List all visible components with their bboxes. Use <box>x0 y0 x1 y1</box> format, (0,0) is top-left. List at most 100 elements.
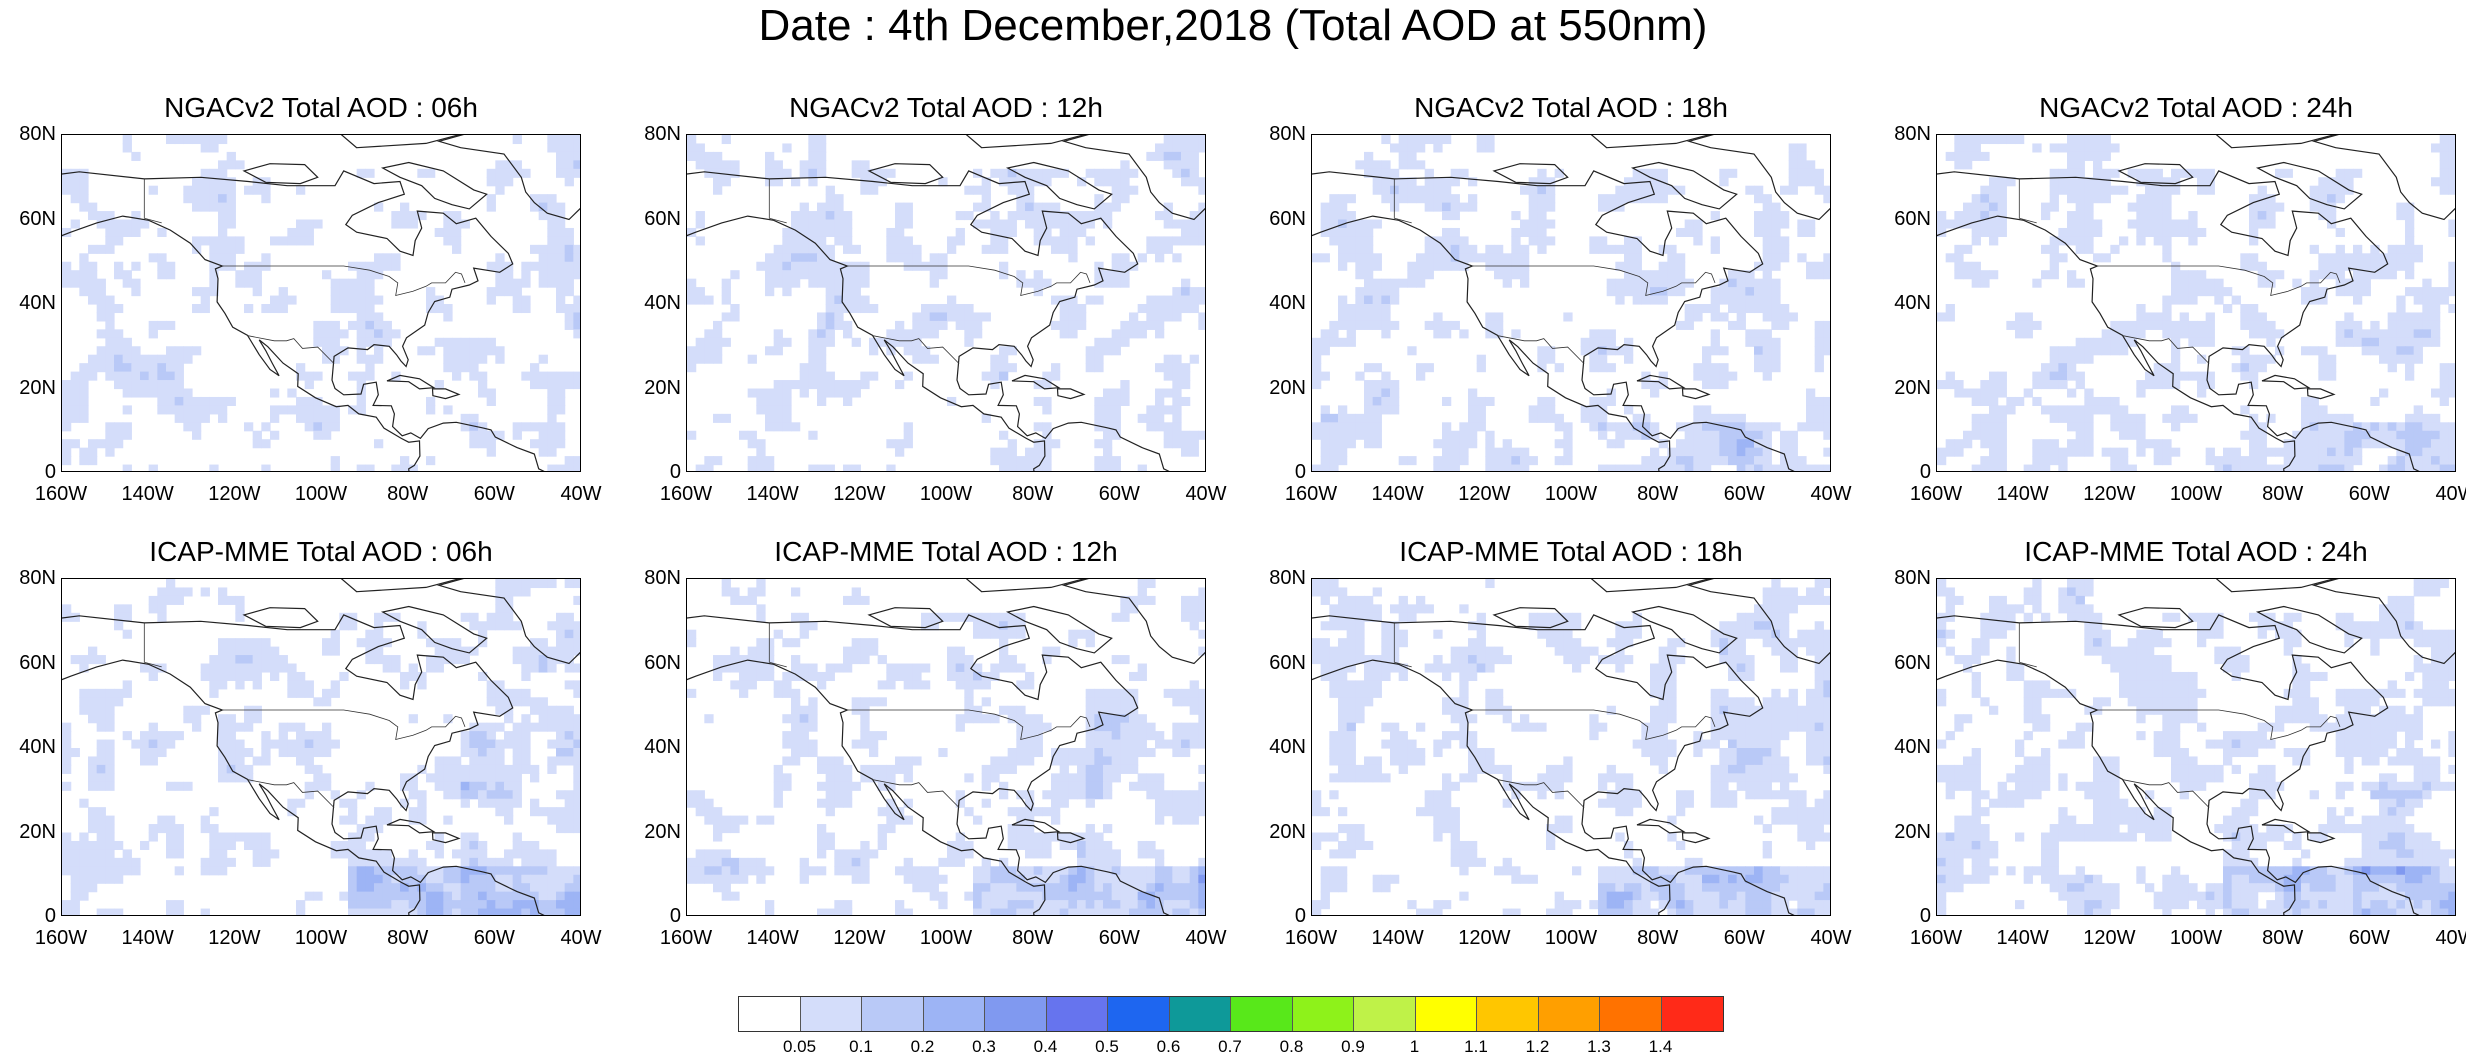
coastline <box>1056 388 1086 400</box>
lon-tick-label: 100W <box>2169 483 2223 505</box>
lon-tick-label: 40W <box>1185 927 1227 949</box>
coastline <box>1686 135 1830 221</box>
border-line <box>2018 622 2037 668</box>
lat-tick-label: 40N <box>1894 292 1931 314</box>
lat-tick-label: 20N <box>1894 820 1931 843</box>
colorbar-label: 0.05 <box>782 1037 817 1056</box>
coastline <box>1005 161 1113 210</box>
coastline <box>1590 135 1711 149</box>
coastline <box>1630 161 1738 210</box>
border-line <box>2122 335 2210 364</box>
coastline <box>431 832 461 844</box>
colorbar-swatch <box>862 997 924 1031</box>
aod-field <box>62 579 580 915</box>
border-line <box>872 335 960 364</box>
lat-tick-label: 40N <box>19 736 56 758</box>
lat-tick-label: 60N <box>644 207 681 230</box>
lat-tick-label: 20N <box>19 820 56 843</box>
coastline <box>380 161 488 210</box>
aod-field <box>1312 135 1830 471</box>
coastline <box>1011 818 1061 834</box>
coastline <box>867 607 944 629</box>
coastline <box>1061 579 1205 665</box>
lon-tick-label: 40W <box>560 483 602 505</box>
lon-tick-label: 140W <box>121 927 174 949</box>
lat-tick-label: 60N <box>1894 207 1931 230</box>
lat-tick-label: 80N <box>1894 567 1931 589</box>
coastline <box>1681 832 1711 844</box>
border-line <box>2097 709 2341 741</box>
lat-tick-label: 0 <box>1919 905 1931 927</box>
panel-title: NGACv2 Total AOD : 06h <box>164 92 478 123</box>
aod-map <box>1311 578 1831 916</box>
lon-tick-label: 120W <box>2083 483 2136 505</box>
colorbar-swatch <box>1661 997 1723 1031</box>
lat-tick-label: 0 <box>669 461 681 483</box>
coastline <box>386 818 436 834</box>
panel-title: ICAP-MME Total AOD : 06h <box>149 536 493 567</box>
colorbar <box>738 996 1724 1032</box>
lon-tick-label: 40W <box>2435 483 2466 505</box>
lon-tick-label: 140W <box>1371 483 1424 505</box>
border-line <box>1497 335 1585 364</box>
lon-tick-label: 120W <box>833 483 886 505</box>
colorbar-label: 0.5 <box>1095 1037 1119 1056</box>
colorbar-label: 0.9 <box>1341 1037 1365 1056</box>
colorbar-label: 0.2 <box>910 1037 935 1056</box>
border-line <box>768 622 787 668</box>
lat-tick-label: 60N <box>1894 651 1931 674</box>
coastline <box>1056 832 1086 844</box>
coastline <box>242 607 319 629</box>
border-line <box>847 265 1091 297</box>
colorbar-label: 1.2 <box>1525 1037 1550 1056</box>
coastline <box>2215 135 2336 149</box>
lat-tick-label: 0 <box>1294 905 1306 927</box>
lat-tick-label: 80N <box>1894 123 1931 145</box>
coastline <box>340 135 461 149</box>
lon-tick-label: 120W <box>2083 927 2136 949</box>
lat-tick-label: 60N <box>1269 207 1306 230</box>
border-line <box>2097 265 2341 297</box>
coastline <box>436 579 580 665</box>
coastline <box>2306 388 2336 400</box>
aod-map <box>686 134 1206 472</box>
lon-tick-label: 80W <box>387 483 429 505</box>
coastline <box>2117 607 2194 629</box>
lon-tick-label: 100W <box>1544 483 1598 505</box>
colorbar-label: 0.4 <box>1033 1037 1058 1056</box>
coastline <box>1061 135 1205 221</box>
border-line <box>1472 265 1716 297</box>
colorbar-swatch <box>1231 997 1293 1031</box>
aod-map <box>686 578 1206 916</box>
coastline <box>1681 388 1711 400</box>
lon-tick-label: 40W <box>1185 483 1227 505</box>
colorbar-label: 0.1 <box>849 1037 873 1056</box>
lon-tick-label: 80W <box>1637 483 1679 505</box>
aod-field <box>1937 135 2455 471</box>
aod-field <box>1312 579 1830 915</box>
border-line <box>872 779 960 808</box>
lon-tick-label: 140W <box>746 927 799 949</box>
lon-tick-label: 160W <box>1284 927 1338 949</box>
coastline <box>1005 605 1113 654</box>
colorbar-label: 1.1 <box>1464 1037 1488 1056</box>
border-line <box>247 779 335 808</box>
lon-tick-label: 80W <box>1012 927 1054 949</box>
coastline <box>2261 818 2311 834</box>
coastline <box>687 170 1170 471</box>
lat-tick-label: 0 <box>1919 461 1931 483</box>
lat-tick-label: 80N <box>19 123 56 145</box>
border-line <box>2122 779 2210 808</box>
colorbar-swatch <box>1169 997 1231 1031</box>
colorbar-swatch <box>1538 997 1600 1031</box>
lon-tick-label: 160W <box>34 483 88 505</box>
lon-tick-label: 60W <box>1723 927 1765 949</box>
coastline <box>1312 170 1795 471</box>
coastline <box>340 579 461 593</box>
lon-tick-label: 120W <box>833 927 886 949</box>
border-line <box>222 265 466 297</box>
main-title: Date : 4th December,2018 (Total AOD at 5… <box>758 1 1708 50</box>
lon-tick-label: 60W <box>1098 483 1140 505</box>
coastline <box>2311 135 2455 221</box>
lat-tick-label: 40N <box>644 292 681 314</box>
